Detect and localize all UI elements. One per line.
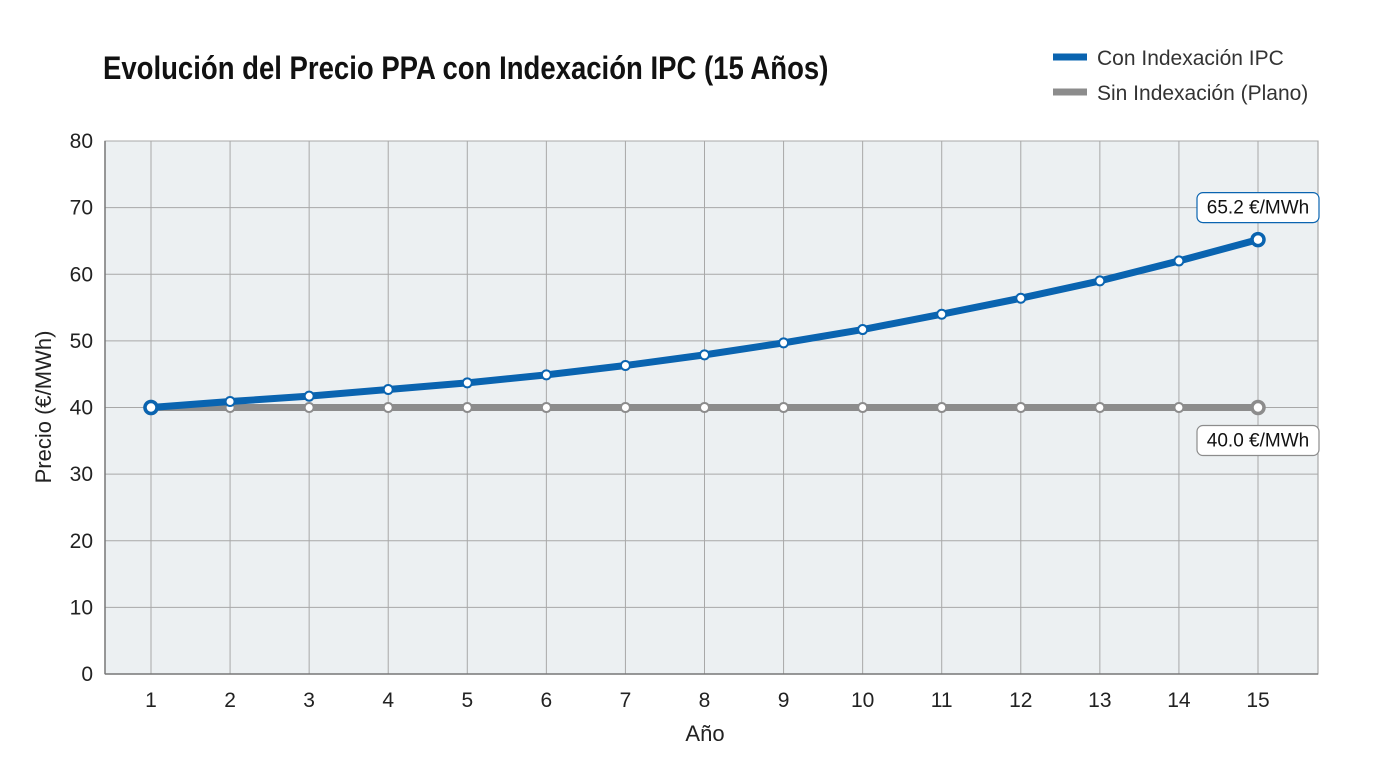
data-point — [461, 377, 473, 389]
end-value-callout: 40.0 €/MWh — [1196, 424, 1320, 457]
x-tick-label: 2 — [224, 689, 236, 712]
data-point — [1015, 402, 1027, 413]
chart-title: Evolución del Precio PPA con Indexación … — [103, 50, 829, 86]
x-tick-label: 3 — [303, 689, 315, 712]
x-tick-label: 8 — [699, 689, 711, 712]
data-point — [1094, 402, 1106, 413]
data-point — [382, 402, 394, 413]
data-point — [857, 402, 869, 413]
data-point — [303, 402, 315, 413]
y-tick-label: 0 — [81, 663, 93, 686]
x-tick-label: 11 — [931, 689, 953, 712]
data-point — [778, 402, 790, 413]
data-point — [1250, 231, 1266, 248]
x-tick-label: 7 — [620, 689, 632, 712]
x-tick-label: 10 — [851, 689, 874, 712]
x-tick-label: 6 — [541, 689, 553, 712]
x-tick-label: 13 — [1088, 689, 1111, 712]
data-point — [936, 308, 948, 320]
end-value-callout: 65.2 €/MWh — [1196, 192, 1320, 224]
x-tick-label: 9 — [778, 689, 790, 712]
y-tick-label: 30 — [70, 463, 93, 486]
x-tick-label: 1 — [145, 689, 157, 712]
y-tick-label: 60 — [70, 263, 93, 286]
y-tick-label: 10 — [70, 596, 93, 619]
data-point — [699, 349, 710, 361]
x-axis-label: Año — [685, 721, 724, 746]
data-point — [1250, 399, 1266, 416]
data-point — [1094, 275, 1106, 287]
data-point — [1173, 402, 1185, 413]
x-tick-label: 14 — [1167, 689, 1191, 712]
data-point — [699, 402, 710, 413]
data-point — [1173, 255, 1185, 267]
y-axis-label: Precio (€/MWh) — [31, 331, 56, 484]
x-tick-label: 4 — [382, 689, 394, 712]
y-tick-label: 20 — [70, 530, 93, 553]
y-tick-label: 50 — [70, 330, 93, 353]
legend-label: Sin Indexación (Plano) — [1097, 82, 1308, 105]
y-tick-label: 40 — [70, 397, 93, 420]
x-tick-label: 15 — [1246, 689, 1269, 712]
callout-text: 65.2 €/MWh — [1207, 198, 1309, 219]
callout-box — [1196, 192, 1320, 224]
data-point — [619, 360, 631, 372]
callout-box — [1196, 424, 1320, 457]
data-point — [303, 390, 315, 402]
data-point — [540, 402, 552, 413]
x-tick-label: 12 — [1009, 689, 1032, 712]
y-tick-label: 80 — [70, 130, 93, 153]
data-point — [778, 337, 790, 349]
data-point — [540, 369, 552, 381]
data-point — [143, 399, 159, 416]
x-tick-label: 5 — [461, 689, 473, 712]
data-point — [461, 402, 473, 413]
data-point — [224, 396, 236, 408]
data-point — [857, 324, 869, 336]
data-point — [619, 402, 631, 413]
legend-label: Con Indexación IPC — [1097, 47, 1284, 70]
data-point — [382, 384, 394, 396]
data-point — [1015, 292, 1027, 304]
data-point — [936, 402, 948, 413]
callout-text: 40.0 €/MWh — [1207, 431, 1309, 452]
y-tick-label: 70 — [70, 197, 93, 220]
